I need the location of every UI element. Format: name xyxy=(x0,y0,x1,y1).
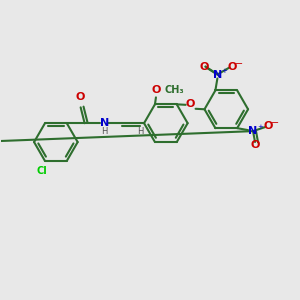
Text: +: + xyxy=(257,124,263,130)
Text: O: O xyxy=(186,99,195,109)
Text: −: − xyxy=(235,58,243,69)
Text: +: + xyxy=(221,68,227,74)
Text: O: O xyxy=(200,61,209,72)
Text: H: H xyxy=(137,127,143,136)
Text: O: O xyxy=(76,92,85,102)
Text: −: − xyxy=(271,118,279,128)
Text: O: O xyxy=(151,85,160,95)
Text: N: N xyxy=(213,70,222,80)
Text: H: H xyxy=(101,127,108,136)
Text: O: O xyxy=(250,140,260,150)
Text: N: N xyxy=(100,118,109,128)
Text: CH₃: CH₃ xyxy=(165,85,184,95)
Text: Cl: Cl xyxy=(37,166,47,176)
Text: O: O xyxy=(227,61,237,72)
Text: O: O xyxy=(263,121,273,131)
Text: N: N xyxy=(248,126,258,136)
